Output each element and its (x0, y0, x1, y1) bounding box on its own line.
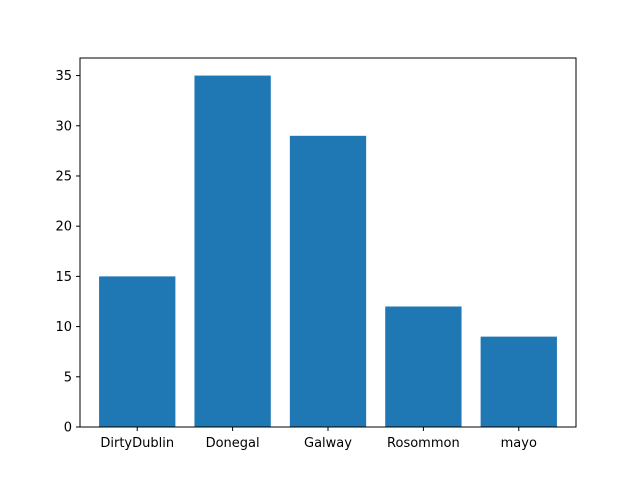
x-tick-label: Galway (304, 436, 352, 451)
y-tick-label: 5 (64, 370, 72, 385)
x-tick-label: Rosommon (387, 436, 460, 451)
y-axis: 0 5 10 15 20 25 30 35 (55, 69, 80, 436)
y-tick-label: 25 (55, 169, 72, 184)
bar-rosommon (385, 306, 462, 427)
y-tick-label: 30 (55, 119, 72, 134)
bar-galway (289, 135, 367, 427)
x-tick-label: DirtyDublin (100, 436, 174, 451)
y-tick-label: 0 (64, 421, 72, 436)
bar-dirtydublin (99, 276, 176, 427)
y-tick-label: 20 (55, 220, 72, 235)
bars-layer (99, 75, 557, 428)
x-axis: DirtyDublin Donegal Galway Rosommon mayo (100, 427, 537, 451)
y-tick-label: 35 (55, 69, 72, 84)
plot-area-frame (79, 57, 577, 428)
bar-mayo (480, 336, 557, 427)
x-tick-label: mayo (501, 436, 537, 451)
x-tick-label: Donegal (206, 436, 260, 451)
y-tick-label: 10 (55, 320, 72, 335)
y-tick-label: 15 (55, 270, 72, 285)
bar-donegal (194, 75, 271, 428)
